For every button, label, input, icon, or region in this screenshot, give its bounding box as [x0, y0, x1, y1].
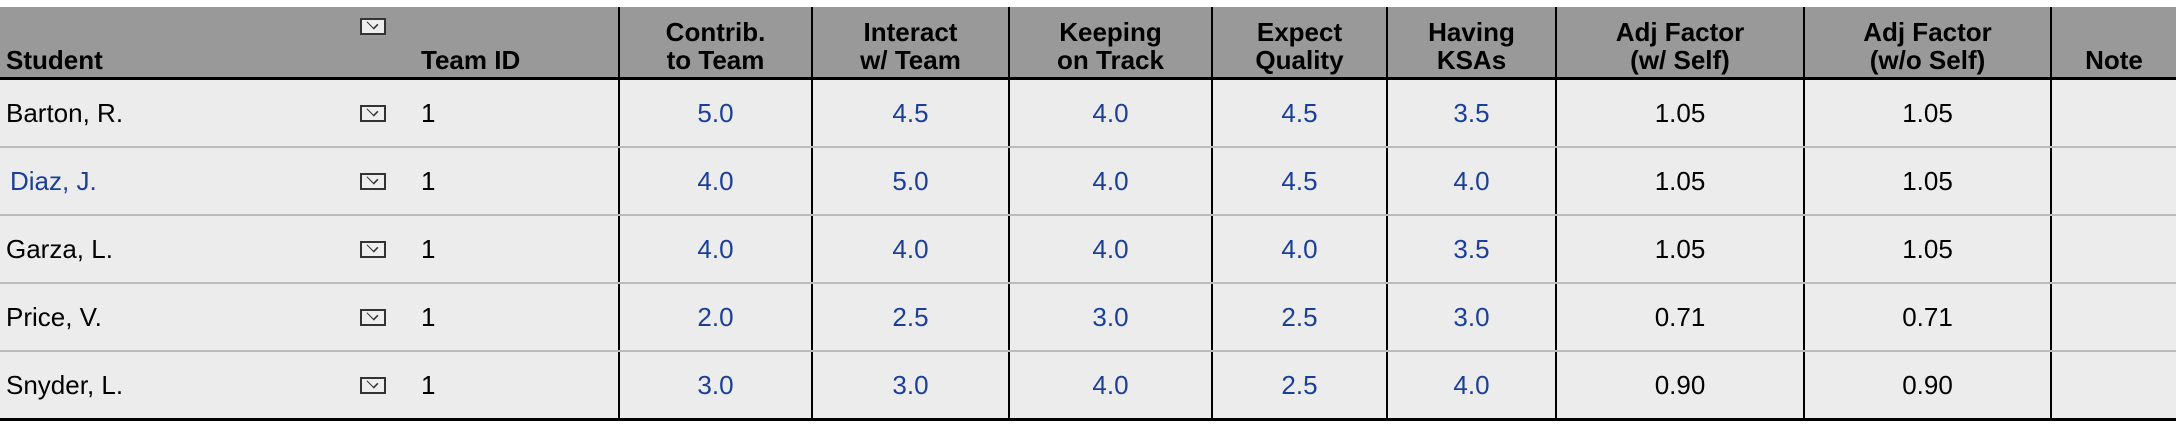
score-contrib[interactable]: 2.0 [618, 283, 812, 352]
table-row: Garza, L. 1 4.0 4.0 4.0 4.0 3.5 1.05 1.05 [0, 215, 2176, 284]
adj-factor-self: 0.71 [1555, 283, 1804, 352]
email-cell [330, 147, 415, 216]
table-row: Diaz, J. 1 4.0 5.0 4.0 4.5 4.0 1.05 1.05 [0, 147, 2176, 216]
student-name: Price, V. [0, 283, 330, 352]
header-line: on Track [1057, 45, 1164, 75]
score-expect[interactable]: 2.5 [1211, 283, 1387, 352]
note [2050, 147, 2176, 216]
header-interact[interactable]: Interact w/ Team [811, 7, 1009, 80]
envelope-icon[interactable] [359, 172, 386, 190]
adj-factor-self: 1.05 [1555, 147, 1804, 216]
score-interact[interactable]: 2.5 [811, 283, 1009, 352]
score-having[interactable]: 3.5 [1386, 215, 1556, 284]
header-line: KSAs [1436, 45, 1507, 75]
adj-factor-noself: 1.05 [1803, 215, 2051, 284]
header-line: (w/ Self) [1630, 45, 1730, 75]
note [2050, 351, 2176, 421]
note [2050, 215, 2176, 284]
score-expect[interactable]: 4.0 [1211, 215, 1387, 284]
score-keeping[interactable]: 4.0 [1008, 215, 1212, 284]
note [2050, 78, 2176, 148]
table-row: Snyder, L. 1 3.0 3.0 4.0 2.5 4.0 0.90 0.90 [0, 351, 2176, 421]
header-line: (w/o Self) [1869, 45, 1986, 75]
header-line: to Team [666, 45, 765, 75]
score-having[interactable]: 3.0 [1386, 283, 1556, 352]
envelope-icon[interactable] [359, 308, 386, 326]
score-contrib[interactable]: 4.0 [618, 147, 812, 216]
header-line: Having [1428, 17, 1515, 47]
score-having[interactable]: 4.0 [1386, 351, 1556, 421]
envelope-icon[interactable] [359, 240, 386, 258]
note [2050, 283, 2176, 352]
header-line: Contrib. [665, 17, 766, 47]
score-interact[interactable]: 4.0 [811, 215, 1009, 284]
header-adj-self[interactable]: Adj Factor (w/ Self) [1555, 7, 1804, 80]
score-having[interactable]: 4.0 [1386, 147, 1556, 216]
student-name: Barton, R. [0, 78, 330, 148]
adj-factor-self: 0.90 [1555, 351, 1804, 421]
score-having[interactable]: 3.5 [1386, 78, 1556, 148]
email-cell [330, 78, 415, 148]
email-cell [330, 283, 415, 352]
header-line: w/ Team [860, 45, 961, 75]
student-name: Snyder, L. [0, 351, 330, 421]
header-having[interactable]: Having KSAs [1386, 7, 1556, 80]
header-line: Interact [863, 17, 958, 47]
score-expect[interactable]: 4.5 [1211, 147, 1387, 216]
header-student[interactable]: Student [0, 7, 330, 80]
score-interact[interactable]: 3.0 [811, 351, 1009, 421]
score-contrib[interactable]: 3.0 [618, 351, 812, 421]
student-name[interactable]: Diaz, J. [0, 147, 330, 216]
team-id: 1 [415, 283, 619, 352]
adj-factor-self: 1.05 [1555, 215, 1804, 284]
team-id: 1 [415, 147, 619, 216]
score-keeping[interactable]: 3.0 [1008, 283, 1212, 352]
header-line: Adj Factor [1863, 17, 1992, 47]
adj-factor-noself: 1.05 [1803, 147, 2051, 216]
header-line: Adj Factor [1615, 17, 1745, 47]
header-adj-noself[interactable]: Adj Factor (w/o Self) [1803, 7, 2051, 80]
envelope-icon[interactable] [359, 104, 386, 122]
header-note: Note [2050, 7, 2176, 80]
score-interact[interactable]: 4.5 [811, 78, 1009, 148]
score-interact[interactable]: 5.0 [811, 147, 1009, 216]
header-expect[interactable]: Expect Quality [1211, 7, 1387, 80]
team-id: 1 [415, 78, 619, 148]
score-contrib[interactable]: 5.0 [618, 78, 812, 148]
adj-factor-noself: 0.90 [1803, 351, 2051, 421]
table-row: Price, V. 1 2.0 2.5 3.0 2.5 3.0 0.71 0.71 [0, 283, 2176, 352]
header-line: Keeping [1059, 17, 1162, 47]
header-row: Student Team ID Contrib. to Team Interact… [0, 7, 2176, 80]
envelope-icon[interactable] [359, 376, 386, 394]
email-cell [330, 215, 415, 284]
score-keeping[interactable]: 4.0 [1008, 78, 1212, 148]
header-team-id[interactable]: Team ID [415, 7, 619, 80]
score-expect[interactable]: 2.5 [1211, 351, 1387, 421]
table-row: Barton, R. 1 5.0 4.5 4.0 4.5 3.5 1.05 1.05 [0, 78, 2176, 148]
header-email[interactable] [330, 7, 415, 80]
header-contrib[interactable]: Contrib. to Team [618, 7, 812, 80]
adj-factor-noself: 1.05 [1803, 78, 2051, 148]
score-contrib[interactable]: 4.0 [618, 215, 812, 284]
adj-factor-self: 1.05 [1555, 78, 1804, 148]
adj-factor-noself: 0.71 [1803, 283, 2051, 352]
peer-evaluation-table: Student Team ID Contrib. to Team Interact… [0, 7, 2176, 421]
score-keeping[interactable]: 4.0 [1008, 147, 1212, 216]
header-line: Expect [1256, 17, 1343, 47]
score-keeping[interactable]: 4.0 [1008, 351, 1212, 421]
team-id: 1 [415, 351, 619, 421]
email-cell [330, 351, 415, 421]
team-id: 1 [415, 215, 619, 284]
header-line: Quality [1255, 45, 1344, 75]
score-expect[interactable]: 4.5 [1211, 78, 1387, 148]
student-name: Garza, L. [0, 215, 330, 284]
header-keeping[interactable]: Keeping on Track [1008, 7, 1212, 80]
envelope-icon[interactable] [359, 18, 386, 35]
